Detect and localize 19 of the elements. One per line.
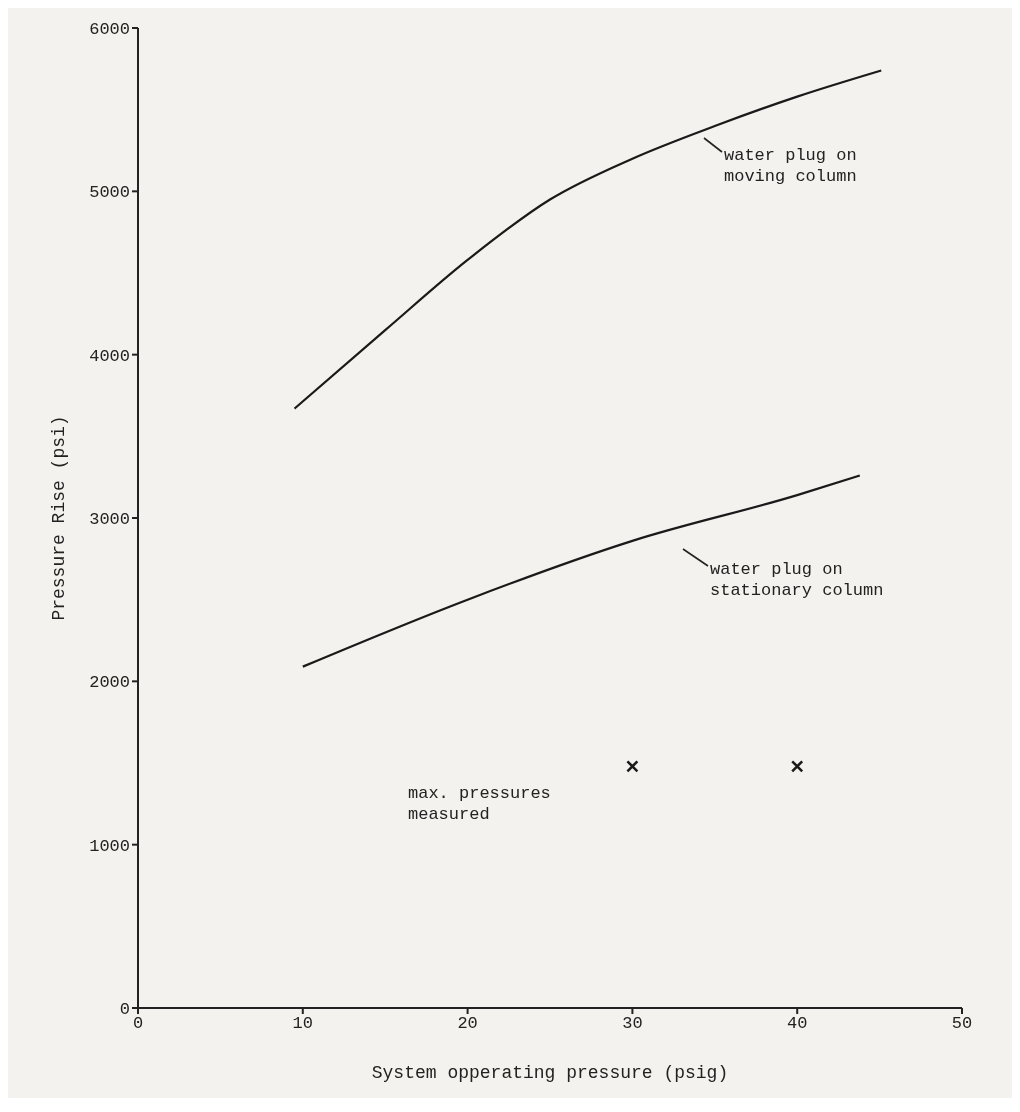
annotation: max. pressures measured	[408, 784, 551, 824]
y-axis-title: Pressure Rise (psi)	[49, 415, 70, 621]
x-tick-label: 10	[292, 1014, 313, 1034]
x-tick-label: 50	[951, 1014, 973, 1034]
y-tick-label: 1000	[89, 836, 130, 856]
x-tick-label: 20	[457, 1014, 478, 1034]
x-tick-label: 40	[787, 1014, 808, 1034]
y-tick-label: 3000	[89, 510, 130, 530]
annotation: water plug on stationary column	[710, 560, 884, 600]
annotation: water plug on moving column	[724, 146, 857, 186]
y-tick-label: 4000	[89, 346, 130, 366]
x-axis-title: System opperating pressure (psig)	[371, 1063, 729, 1083]
y-tick-label: 6000	[89, 20, 130, 40]
y-tick-label: 0	[119, 1000, 130, 1020]
x-tick-label: 0	[132, 1014, 144, 1034]
y-tick-label: 5000	[89, 183, 130, 203]
x-tick-label: 30	[622, 1014, 643, 1034]
line-series	[293, 69, 883, 410]
y-tick-label: 2000	[89, 673, 130, 693]
